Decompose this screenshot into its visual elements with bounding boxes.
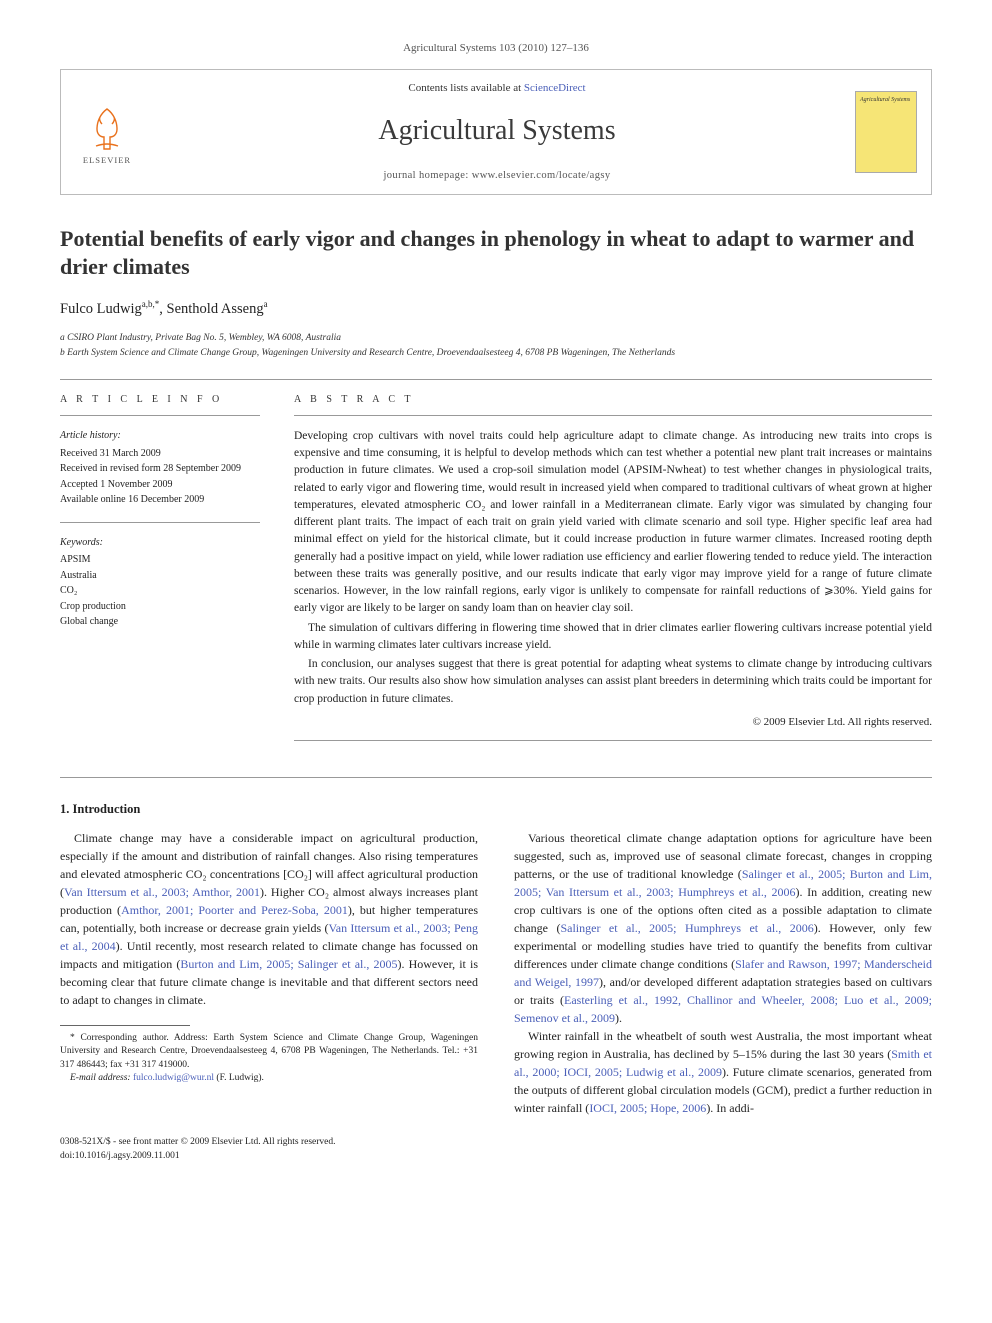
footnote-separator <box>60 1025 190 1026</box>
abstract-column: A B S T R A C T Developing crop cultivar… <box>294 392 932 754</box>
citation-link[interactable]: Van Ittersum et al., 2003; Amthor, 2001 <box>64 885 260 899</box>
footer-left: 0308-521X/$ - see front matter © 2009 El… <box>60 1135 336 1164</box>
thumb-label: Agricultural Systems <box>860 96 912 105</box>
elsevier-tree-icon <box>82 104 132 154</box>
homepage-url[interactable]: www.elsevier.com/locate/agsy <box>472 170 611 181</box>
keyword: CO₂ <box>60 583 260 599</box>
elsevier-logo: ELSEVIER <box>75 97 139 167</box>
journal-header-box: ELSEVIER Contents lists available at Sci… <box>60 69 932 195</box>
article-info-heading: A R T I C L E I N F O <box>60 392 260 408</box>
keyword: Crop production <box>60 599 260 615</box>
author-1: Fulco Ludwig <box>60 301 142 317</box>
abstract-copyright: © 2009 Elsevier Ltd. All rights reserved… <box>294 714 932 731</box>
body-wrapper: 1. Introduction Climate change may have … <box>60 800 932 1117</box>
corresponding-author: * Corresponding author. Address: Earth S… <box>60 1032 478 1072</box>
citation-link[interactable]: Burton and Lim, 2005; Salinger et al., 2… <box>180 957 397 971</box>
citation-link[interactable]: Salinger et al., 2005; Humphreys et al.,… <box>560 921 813 935</box>
abstract-body: Developing crop cultivars with novel tra… <box>294 428 932 731</box>
keywords-heading: Keywords: <box>60 535 260 551</box>
page-footer: 0308-521X/$ - see front matter © 2009 El… <box>60 1135 932 1164</box>
keyword: Australia <box>60 568 260 584</box>
footnotes: * Corresponding author. Address: Earth S… <box>60 1032 478 1085</box>
keyword: Global change <box>60 614 260 630</box>
running-header: Agricultural Systems 103 (2010) 127–136 <box>60 40 932 57</box>
intro-p2: Various theoretical climate change adapt… <box>514 829 932 1027</box>
text: ). <box>615 1011 622 1025</box>
doi: doi:10.1016/j.agsy.2009.11.001 <box>60 1149 336 1163</box>
header-middle: Contents lists available at ScienceDirec… <box>153 80 841 184</box>
journal-homepage: journal homepage: www.elsevier.com/locat… <box>153 168 841 184</box>
text: ). In addi- <box>706 1101 754 1115</box>
history-revised: Received in revised form 28 September 20… <box>60 461 260 477</box>
author-separator: , <box>159 301 166 317</box>
citation-link[interactable]: Amthor, 2001; Poorter and Perez-Soba, 20… <box>121 903 348 917</box>
history-online: Available online 16 December 2009 <box>60 492 260 508</box>
front-matter-line: 0308-521X/$ - see front matter © 2009 El… <box>60 1135 336 1149</box>
abstract-p3: In conclusion, our analyses suggest that… <box>294 656 932 708</box>
elsevier-wordmark: ELSEVIER <box>83 154 131 167</box>
author-2-affil-marks: a <box>264 299 268 309</box>
author-1-affil-marks: a,b,* <box>142 299 160 309</box>
citation-link[interactable]: Easterling et al., 1992, Challinor and W… <box>514 993 932 1025</box>
homepage-pre: journal homepage: <box>383 170 471 181</box>
divider <box>294 415 932 416</box>
text: Winter rainfall in the wheatbelt of sout… <box>514 1029 932 1061</box>
history-received: Received 31 March 2009 <box>60 446 260 462</box>
email-line: E-mail address: fulco.ludwig@wur.nl (F. … <box>60 1072 478 1085</box>
citation-link[interactable]: IOCI, 2005; Hope, 2006 <box>589 1101 706 1115</box>
abstract-p1: Developing crop cultivars with novel tra… <box>294 428 932 618</box>
sciencedirect-link[interactable]: ScienceDirect <box>524 82 586 94</box>
abstract-p2: The simulation of cultivars differing in… <box>294 620 932 655</box>
article-title: Potential benefits of early vigor and ch… <box>60 225 932 282</box>
intro-p1: Climate change may have a considerable i… <box>60 829 478 1009</box>
history-accepted: Accepted 1 November 2009 <box>60 477 260 493</box>
email-who: (F. Ludwig). <box>216 1073 264 1083</box>
affiliations: a CSIRO Plant Industry, Private Bag No. … <box>60 331 932 361</box>
divider <box>60 415 260 416</box>
intro-p3: Winter rainfall in the wheatbelt of sout… <box>514 1027 932 1117</box>
contents-available-line: Contents lists available at ScienceDirec… <box>153 80 841 97</box>
journal-title: Agricultural Systems <box>153 110 841 152</box>
keyword: APSIM <box>60 552 260 568</box>
divider <box>60 522 260 523</box>
divider <box>60 379 932 380</box>
history-heading: Article history: <box>60 428 260 444</box>
abstract-heading: A B S T R A C T <box>294 392 932 407</box>
affil-a: a CSIRO Plant Industry, Private Bag No. … <box>60 331 932 346</box>
section-heading-introduction: 1. Introduction <box>60 800 932 819</box>
contents-pre: Contents lists available at <box>408 82 523 94</box>
email-label: E-mail address: <box>70 1073 131 1083</box>
journal-cover-thumbnail: Agricultural Systems <box>855 91 917 173</box>
divider <box>294 740 932 741</box>
article-info-row: A R T I C L E I N F O Article history: R… <box>60 392 932 754</box>
author-2: Senthold Asseng <box>167 301 264 317</box>
affil-b: b Earth System Science and Climate Chang… <box>60 346 932 361</box>
article-info-column: A R T I C L E I N F O Article history: R… <box>60 392 260 754</box>
author-list: Fulco Ludwiga,b,*, Senthold Assenga <box>60 298 932 321</box>
body-columns: Climate change may have a considerable i… <box>60 829 932 1117</box>
divider <box>60 777 932 778</box>
author-email[interactable]: fulco.ludwig@wur.nl <box>133 1073 214 1083</box>
